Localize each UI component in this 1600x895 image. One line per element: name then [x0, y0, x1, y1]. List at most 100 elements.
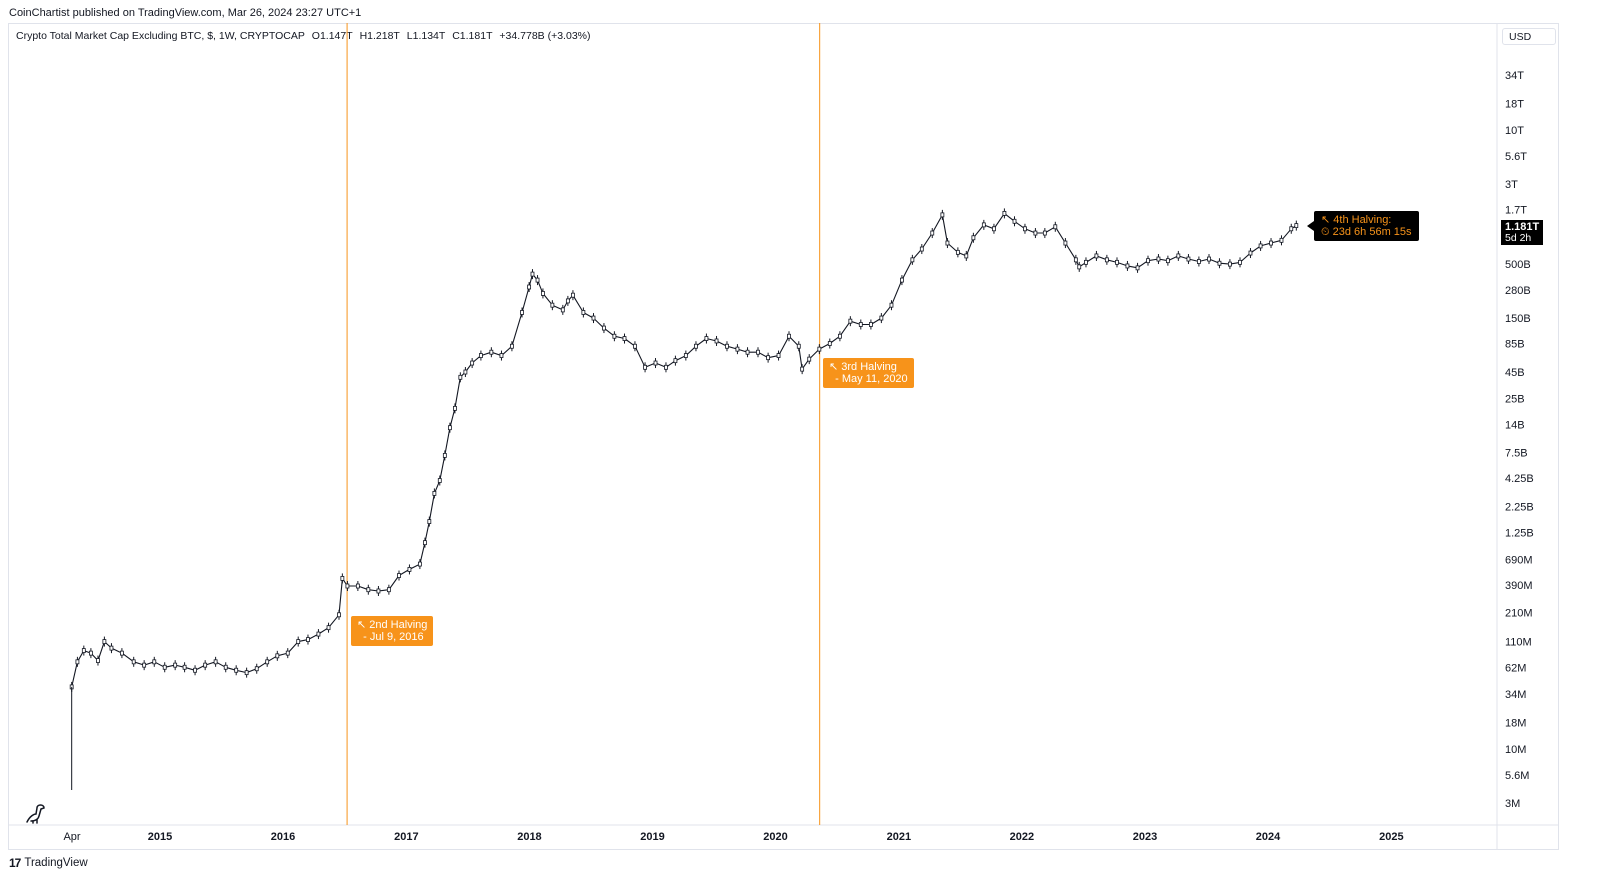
price-candle-body	[1289, 226, 1294, 232]
legend-open: O1.147T	[311, 30, 353, 42]
price-candle-body	[316, 631, 321, 637]
halving4-pointer-icon	[1307, 221, 1314, 231]
price-candle-body	[550, 302, 555, 308]
price-candle-body	[900, 277, 904, 283]
price-candle-body	[182, 664, 187, 670]
halving2-line2: - Jul 9, 2016	[357, 631, 424, 643]
price-candle-body	[776, 353, 781, 358]
price-candle-body	[848, 318, 853, 324]
price-candle-body	[910, 257, 915, 263]
price-candle-body	[787, 333, 791, 339]
halving3-line1: ↖ 3rd Halving	[829, 361, 897, 373]
price-candle-body	[265, 659, 270, 665]
price-candle-body	[254, 666, 259, 672]
price-candle-body	[340, 576, 345, 581]
y-tick-label: 1.7T	[1505, 204, 1527, 216]
x-tick-label: 2024	[1256, 831, 1281, 843]
y-tick-label: 62M	[1505, 662, 1526, 674]
price-candle-body	[1294, 223, 1299, 228]
price-candle-body	[1053, 224, 1058, 230]
price-candle-body	[889, 302, 894, 308]
x-tick-label: 2025	[1379, 831, 1403, 843]
legend-high: H1.218T	[359, 30, 400, 42]
time-axis[interactable]: Apr 2015 2016 2017 2018 2019 2020 2021 2022 2023 2…	[63, 831, 1403, 843]
halving2-annotation[interactable]: ↖ 2nd Halving - Jul 9, 2016	[351, 616, 434, 646]
price-candle-body	[1012, 218, 1017, 224]
price-candle-body	[345, 583, 350, 589]
price-candle-body	[1125, 263, 1130, 269]
price-candle-body	[858, 322, 863, 327]
y-tick-label: 34M	[1505, 689, 1526, 701]
price-candle-body	[81, 648, 86, 653]
y-tick-label: 500B	[1505, 259, 1531, 271]
price-candle-body	[1217, 260, 1222, 266]
price-candle-body	[817, 346, 822, 352]
price-candle-body	[337, 612, 341, 618]
y-tick-label: 5.6M	[1505, 770, 1529, 782]
halving3-line2: - May 11, 2020	[829, 373, 908, 385]
y-tick-label: 10T	[1505, 125, 1524, 137]
price-line	[71, 212, 1297, 688]
last-price-label: 1.181T 5d 2h	[1501, 220, 1543, 245]
y-tick-label: 7.5B	[1505, 447, 1528, 459]
price-candle-body	[432, 491, 437, 496]
price-candle-body	[120, 650, 124, 656]
price-candle-body	[879, 315, 884, 321]
price-candle-body	[807, 356, 812, 362]
y-tick-label: 690M	[1505, 554, 1533, 566]
bar-countdown: 5d 2h	[1505, 232, 1532, 244]
price-candle-body	[423, 540, 427, 546]
halving-lines	[346, 23, 821, 825]
halving3-annotation[interactable]: ↖ 3rd Halving - May 11, 2020	[823, 358, 914, 388]
price-axis[interactable]: 34T 18T 10T 5.6T 3T 1.7T 500B 280B 150B 85B 45B 25B…	[1505, 70, 1534, 810]
price-candle-body	[535, 277, 540, 283]
price-candle-body	[1156, 256, 1161, 262]
dinosaur-icon[interactable]	[24, 800, 48, 824]
price-candle-body	[88, 650, 93, 656]
price-candle-body	[366, 587, 371, 593]
price-candle-body	[75, 659, 80, 665]
price-candle-body	[479, 353, 483, 358]
price-candle-body	[919, 246, 924, 252]
y-tick-label: 3T	[1505, 179, 1518, 191]
y-tick-label: 2.25B	[1505, 501, 1534, 513]
legend-symbol[interactable]: Crypto Total Market Cap Excluding BTC, $…	[16, 30, 305, 42]
price-candle-body	[376, 588, 381, 594]
price-series	[69, 208, 1299, 790]
halving4-annotation[interactable]: ↖ 4th Halving: ⏲ 23d 6h 56m 15s	[1314, 211, 1419, 241]
price-candle-body	[213, 659, 218, 665]
price-candle-body	[796, 343, 801, 349]
x-tick-label: 2015	[148, 831, 172, 843]
price-candle-body	[735, 346, 740, 352]
price-candle-body	[142, 662, 147, 668]
y-tick-label: 10M	[1505, 744, 1526, 756]
price-candle-body	[643, 364, 647, 370]
tradingview-brand[interactable]: 17 TradingView	[9, 856, 88, 870]
halving4-line1: ↖ 4th Halving:	[1321, 214, 1392, 226]
price-candle-body	[800, 366, 805, 372]
x-tick-label: 2017	[394, 831, 418, 843]
price-candle-body	[683, 353, 688, 358]
legend-low: L1.134T	[406, 30, 446, 42]
price-candle-body	[971, 235, 976, 241]
price-candle-body	[612, 333, 617, 339]
price-candle-body	[981, 222, 986, 228]
price-candle-body	[223, 664, 228, 670]
price-candle-body	[162, 664, 167, 670]
price-candle-body	[745, 349, 750, 355]
price-candle-body	[714, 338, 719, 344]
price-candle-body	[407, 567, 412, 572]
price-candle-body	[1186, 256, 1191, 262]
price-candle-body	[1023, 226, 1027, 232]
price-candle-body	[992, 226, 996, 232]
price-candle-body	[510, 343, 514, 349]
price-candle-body	[489, 349, 494, 355]
price-candle-body	[964, 253, 969, 259]
brand-name: TradingView	[24, 857, 88, 869]
y-tick-label: 4.25B	[1505, 473, 1534, 485]
x-tick-label: 2016	[271, 831, 295, 843]
chart-frame	[8, 23, 1559, 850]
price-candle-body	[453, 405, 457, 411]
currency-selector-button[interactable]: USD	[1502, 28, 1556, 45]
